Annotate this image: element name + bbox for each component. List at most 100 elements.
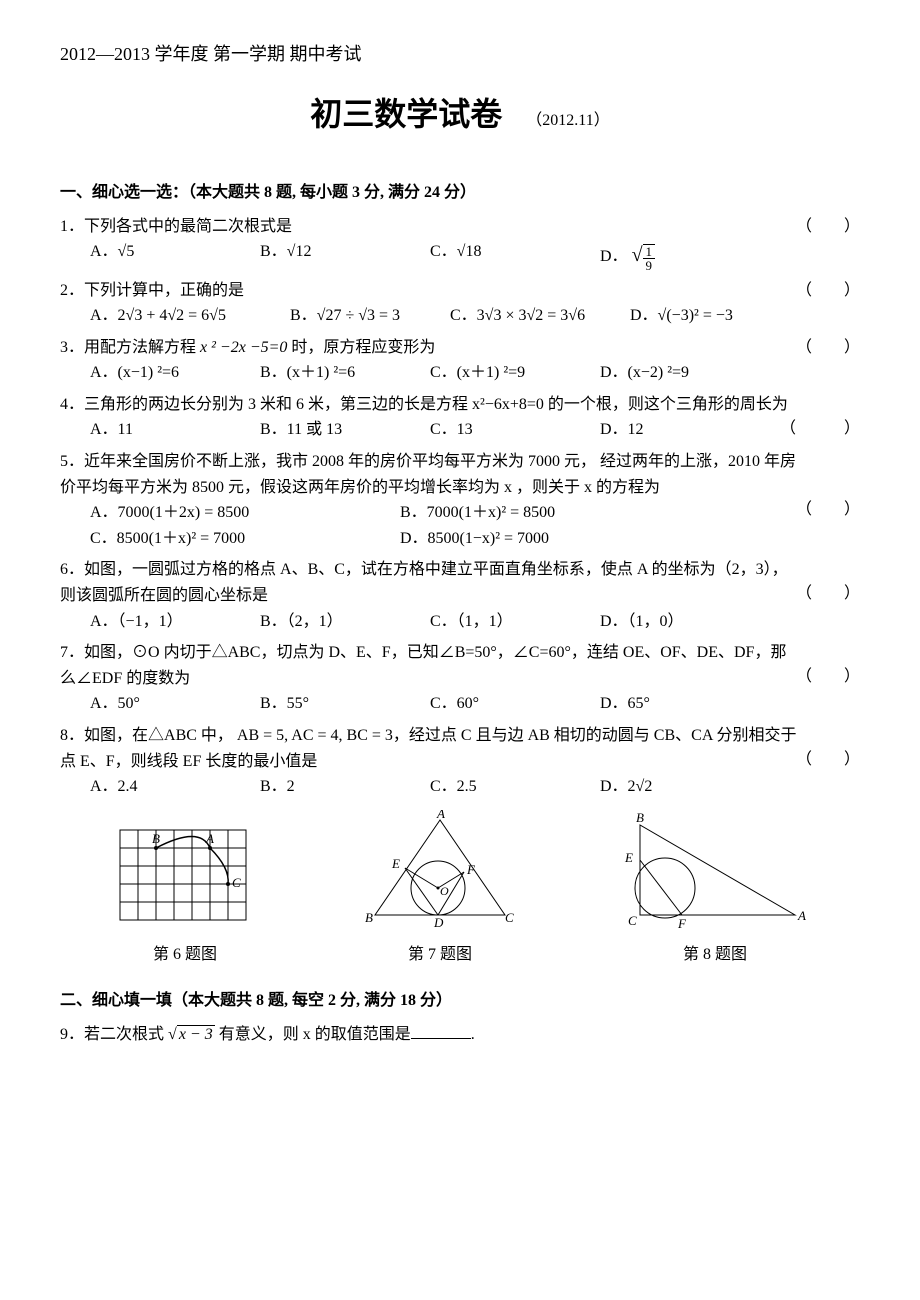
question-3: 3．用配方法解方程 x ² −2x −5=0 时，原方程应变形为 （ ） A．(…: [60, 335, 860, 386]
figure-6: B A C 第 6 题图: [110, 820, 260, 968]
q6-options: A．（−1，1） B．（2，1） C．（1，1） D．（1，0）: [60, 609, 860, 635]
q3-opt-d: D．(x−2) ²=9: [600, 360, 760, 386]
fig8-svg: B E C F A: [620, 810, 810, 930]
q6-opt-a: A．（−1，1）: [90, 609, 250, 635]
fig7-O: O: [440, 884, 449, 898]
q1-options: A．√5 B．√12 C．√18 D． √19: [60, 239, 860, 271]
q3-formula: x ² −2x −5=0: [200, 339, 287, 356]
q3-options: A．(x−1) ²=6 B．(x＋1) ²=6 C．(x＋1) ²=9 D．(x…: [60, 360, 860, 386]
q5-paren: （ ）: [796, 497, 860, 523]
question-5: 5．近年来全国房价不断上涨，我市 2008 年的房价平均每平方米为 7000 元…: [60, 449, 860, 551]
q4-num: 4．: [60, 396, 84, 413]
q2-paren: （ ）: [796, 278, 860, 304]
q3-paren: （ ）: [796, 335, 860, 361]
q1-opt-c: C．√18: [430, 239, 590, 271]
q6-num: 6．: [60, 561, 84, 578]
fig7-F: F: [466, 862, 476, 877]
fig7-B: B: [365, 910, 373, 925]
q8-opt-b: B．2: [260, 774, 420, 800]
q8-text: 8．如图，在△ABC 中， AB = 5, AC = 4, BC = 3，经过点…: [60, 723, 860, 774]
q7-opt-b: B．55°: [260, 691, 420, 717]
q8-body: 如图，在△ABC 中， AB = 5, AC = 4, BC = 3，经过点 C…: [60, 727, 797, 770]
q4-text: 4．三角形的两边长分别为 3 米和 6 米，第三边的长是方程 x²−6x+8=0…: [60, 392, 860, 418]
q8-opt-a: A．2.4: [90, 774, 250, 800]
question-8: 8．如图，在△ABC 中， AB = 5, AC = 4, BC = 3，经过点…: [60, 723, 860, 800]
q9-after: .: [471, 1026, 475, 1043]
main-title: 初三数学试卷: [310, 96, 502, 132]
q6-text: 6．如图，一圆弧过方格的格点 A、B、C，试在方格中建立平面直角坐标系，使点 A…: [60, 557, 860, 608]
q9-blank: [411, 1038, 471, 1039]
fig6-C: C: [232, 875, 241, 890]
q4-body: 三角形的两边长分别为 3 米和 6 米，第三边的长是方程 x²−6x+8=0 的…: [84, 396, 788, 413]
section2-title: 二、细心填一填（本大题共 8 题, 每空 2 分, 满分 18 分）: [60, 988, 860, 1014]
q2-opt-d: D．√(−3)² = −3: [630, 303, 770, 329]
q6-paren: （ ）: [796, 581, 860, 607]
q7-paren: （ ）: [796, 664, 860, 690]
q6-opt-b: B．（2，1）: [260, 609, 420, 635]
question-4: 4．三角形的两边长分别为 3 米和 6 米，第三边的长是方程 x²−6x+8=0…: [60, 392, 860, 443]
q6-body: 如图，一圆弧过方格的格点 A、B、C，试在方格中建立平面直角坐标系，使点 A 的…: [60, 561, 788, 604]
q1-d-den: 9: [643, 259, 656, 272]
q5-opt-c: C．8500(1＋x)² = 7000: [90, 526, 390, 552]
q2-text: 2．下列计算中，正确的是: [60, 278, 860, 304]
q5-opt-b: B．7000(1＋x)² = 8500: [400, 500, 700, 526]
q5-body: 近年来全国房价不断上涨，我市 2008 年的房价平均每平方米为 7000 元， …: [60, 453, 796, 496]
q7-text: 7．如图，⊙O 内切于△ABC，切点为 D、E、F，已知∠B=50°，∠C=60…: [60, 640, 860, 691]
q5-num: 5．: [60, 453, 84, 470]
question-9: 9．若二次根式 √x − 3 有意义，则 x 的取值范围是.: [60, 1022, 860, 1048]
q7-opt-a: A．50°: [90, 691, 250, 717]
q2-opt-b: B．√27 ÷ √3 = 3: [290, 303, 440, 329]
fig7-A: A: [436, 810, 445, 821]
q3-text: 3．用配方法解方程 x ² −2x −5=0 时，原方程应变形为: [60, 335, 860, 361]
fig7-D: D: [433, 915, 444, 930]
fig7-svg: A B C D E F O: [360, 810, 520, 930]
q3-before: 用配方法解方程: [84, 339, 200, 356]
q2-opt-a: A．2√3 + 4√2 = 6√5: [90, 303, 280, 329]
figure-7: A B C D E F O 第 7 题图: [360, 810, 520, 968]
q1-d-label: D．: [600, 248, 628, 265]
title-row: 初三数学试卷 （2012.11）: [60, 89, 860, 140]
fig8-E: E: [624, 850, 633, 865]
q4-opt-d: D．12: [600, 417, 760, 443]
q7-opt-c: C．60°: [430, 691, 590, 717]
q5-opt-a: A．7000(1＋2x) = 8500: [90, 500, 390, 526]
q5-text: 5．近年来全国房价不断上涨，我市 2008 年的房价平均每平方米为 7000 元…: [60, 449, 860, 500]
fig6-B: B: [152, 831, 160, 846]
q2-opt-c: C．3√3 × 3√2 = 3√6: [450, 303, 620, 329]
q5-options: A．7000(1＋2x) = 8500 B．7000(1＋x)² = 8500 …: [60, 500, 860, 551]
q8-opt-c: C．2.5: [430, 774, 590, 800]
fig6-svg: B A C: [110, 820, 260, 930]
q6-opt-d: D．（1，0）: [600, 609, 760, 635]
q3-opt-c: C．(x＋1) ²=9: [430, 360, 590, 386]
q2-options: A．2√3 + 4√2 = 6√5 B．√27 ÷ √3 = 3 C．3√3 ×…: [60, 303, 860, 329]
q2-body: 下列计算中，正确的是: [84, 282, 244, 299]
q1-num: 1．: [60, 218, 84, 235]
q8-opt-d: D．2√2: [600, 774, 760, 800]
sub-date: （2012.11）: [526, 112, 609, 129]
q7-opt-d: D．65°: [600, 691, 760, 717]
q3-opt-b: B．(x＋1) ²=6: [260, 360, 420, 386]
fig7-C: C: [505, 910, 514, 925]
q9-mid: 有意义，则 x 的取值范围是: [215, 1026, 411, 1043]
q7-num: 7．: [60, 644, 84, 661]
q8-paren: （ ）: [796, 747, 860, 773]
q5-opt-d: D．8500(1−x)² = 7000: [400, 526, 700, 552]
q7-options: A．50° B．55° C．60° D．65°: [60, 691, 860, 717]
fig8-A: A: [797, 908, 806, 923]
q9-num: 9．: [60, 1026, 84, 1043]
fig6-A: A: [205, 831, 214, 846]
q4-opt-c: C．13: [430, 417, 590, 443]
q9-expr: √x − 3: [168, 1025, 215, 1043]
q8-num: 8．: [60, 727, 84, 744]
q8-options: A．2.4 B．2 C．2.5 D．2√2: [60, 774, 860, 800]
q1-body: 下列各式中的最简二次根式是: [84, 218, 292, 235]
figures-row: B A C 第 6 题图 A B C D E F O 第 7 题图: [60, 810, 860, 968]
q3-opt-a: A．(x−1) ²=6: [90, 360, 250, 386]
fig8-C: C: [628, 913, 637, 928]
q3-after: 时，原方程应变形为: [287, 339, 435, 356]
fig8-B: B: [636, 810, 644, 825]
fig8-F: F: [677, 916, 687, 930]
q4-opt-a: A．11: [90, 417, 250, 443]
fig7-caption: 第 7 题图: [360, 942, 520, 968]
section1-title: 一、细心选一选：（本大题共 8 题, 每小题 3 分, 满分 24 分）: [60, 180, 860, 206]
